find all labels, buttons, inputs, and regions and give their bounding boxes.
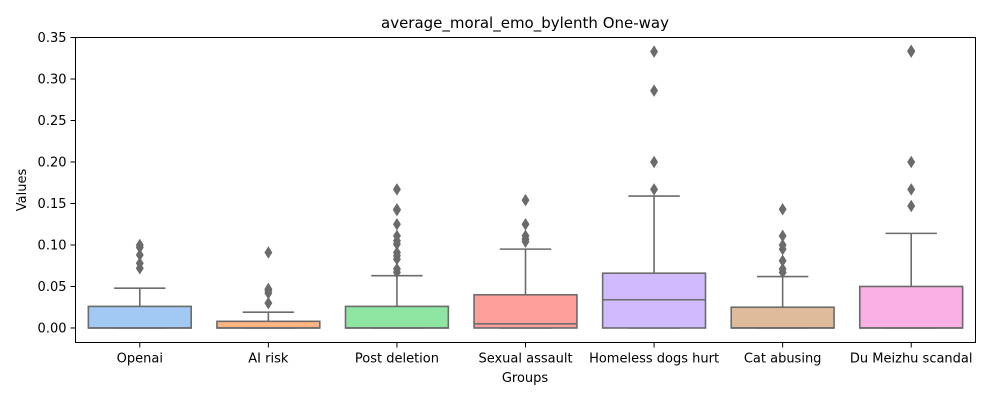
outlier-point [778,238,787,252]
outlier-point [907,44,916,58]
box-group [473,193,578,329]
box-iqr [473,293,578,329]
x-tick-label: Sexual assault [478,352,572,367]
box-group [601,45,707,329]
outlier-point [650,84,659,97]
box-group [216,246,321,329]
outlier-point [521,193,530,207]
x-tick-label: Post deletion [355,352,439,367]
box-iqr [87,305,193,329]
outlier-point [778,262,787,276]
x-axis: Openai AI risk Post deletion Sexual assault… [117,342,973,367]
outlier-point [135,248,144,262]
x-tick-label: Openai [117,352,163,367]
outlier-point [135,256,144,270]
y-axis: 0.00 0.05 0.10 0.15 0.20 0.25 0.30 0.35 [38,31,76,336]
box-iqr [730,306,835,329]
outlier-point [650,45,659,58]
outlier-point [778,254,787,267]
box-iqr [601,272,707,329]
box-iqr [216,320,321,329]
boxes-layer [87,44,964,329]
box-group [858,44,964,329]
outlier-point [907,155,916,169]
chart-title: average_moral_emo_bylenth One-way [381,14,669,33]
y-axis-label: Values [15,169,30,212]
outlier-point [907,183,916,196]
outlier-point [392,183,401,196]
outlier-point [907,199,916,213]
outlier-point [264,246,273,259]
outlier-point [650,183,659,196]
outlier-point [392,246,401,259]
box-iqr [344,305,450,329]
y-tick-label: 0.10 [38,238,67,253]
box-group [344,183,450,329]
outlier-point [778,203,787,216]
box-group [730,203,835,329]
y-tick-label: 0.35 [38,31,67,46]
x-tick-label: AI risk [248,352,289,367]
y-tick-label: 0.00 [38,321,67,336]
outlier-point [521,217,530,231]
outlier-point [392,229,401,243]
outlier-point [264,282,273,296]
x-tick-label: Cat abusing [744,352,822,367]
y-tick-label: 0.30 [38,72,67,87]
plot-frame [75,37,976,343]
outlier-point [135,238,144,252]
y-tick-label: 0.20 [38,155,67,170]
y-tick-label: 0.25 [38,114,67,129]
outlier-point [392,262,401,276]
x-tick-label: Du Meizhu scandal [850,352,973,367]
box-group [87,238,193,329]
outlier-point [650,155,659,169]
outlier-point [521,229,530,243]
y-tick-label: 0.05 [38,280,67,295]
outlier-point [778,229,787,243]
x-tick-label: Homeless dogs hurt [589,352,719,367]
outlier-point [392,203,401,216]
x-axis-label: Groups [502,371,549,386]
box-iqr [858,285,964,329]
outlier-point [264,296,273,310]
y-tick-label: 0.15 [38,197,67,212]
outlier-point [392,217,401,231]
